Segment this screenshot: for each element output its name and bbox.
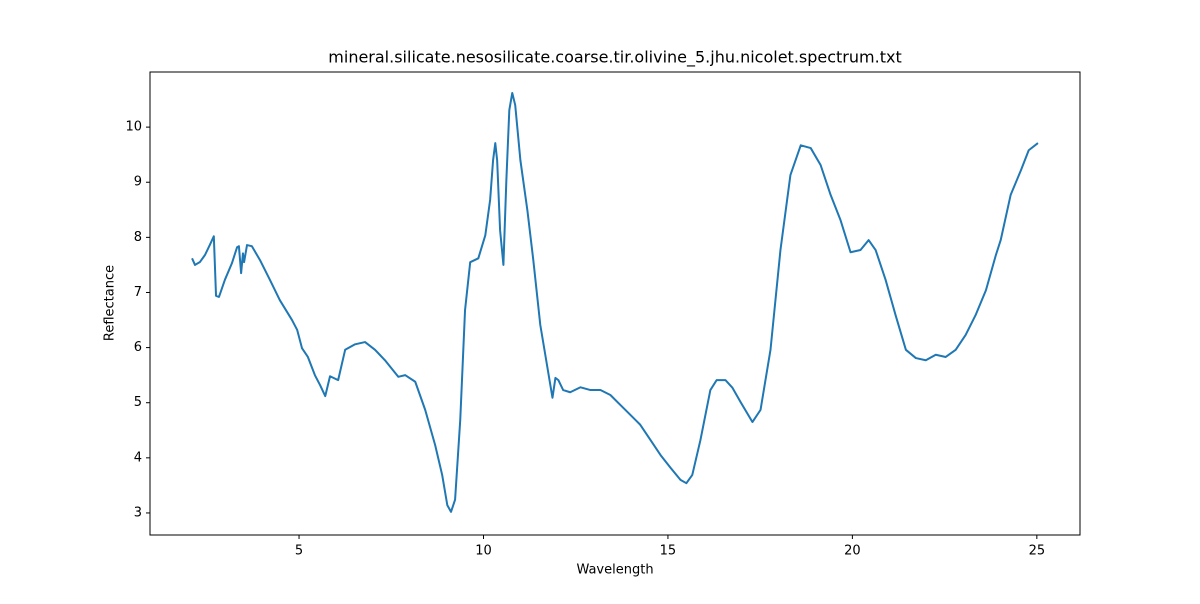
x-tick-label: 15 [660,544,677,559]
y-tick-label: 4 [134,450,142,465]
chart-title: mineral.silicate.nesosilicate.coarse.tir… [328,48,901,68]
x-tick-label: 10 [475,544,492,559]
x-tick-label: 5 [295,544,303,559]
y-tick-label: 5 [134,395,142,410]
plot-frame [149,71,1081,536]
y-tick-label: 9 [134,175,142,190]
spectrum-line [191,91,1039,513]
y-tick-label: 6 [134,340,142,355]
y-tick-label: 8 [134,230,142,245]
x-axis-label: Wavelength [576,563,653,578]
y-axis-label: Reflectance [103,265,118,341]
x-tick-label: 25 [1029,544,1046,559]
y-tick-label: 7 [134,285,142,300]
y-tick-label: 3 [134,505,142,520]
x-tick-label: 20 [844,544,861,559]
y-tick-label: 10 [125,120,142,135]
